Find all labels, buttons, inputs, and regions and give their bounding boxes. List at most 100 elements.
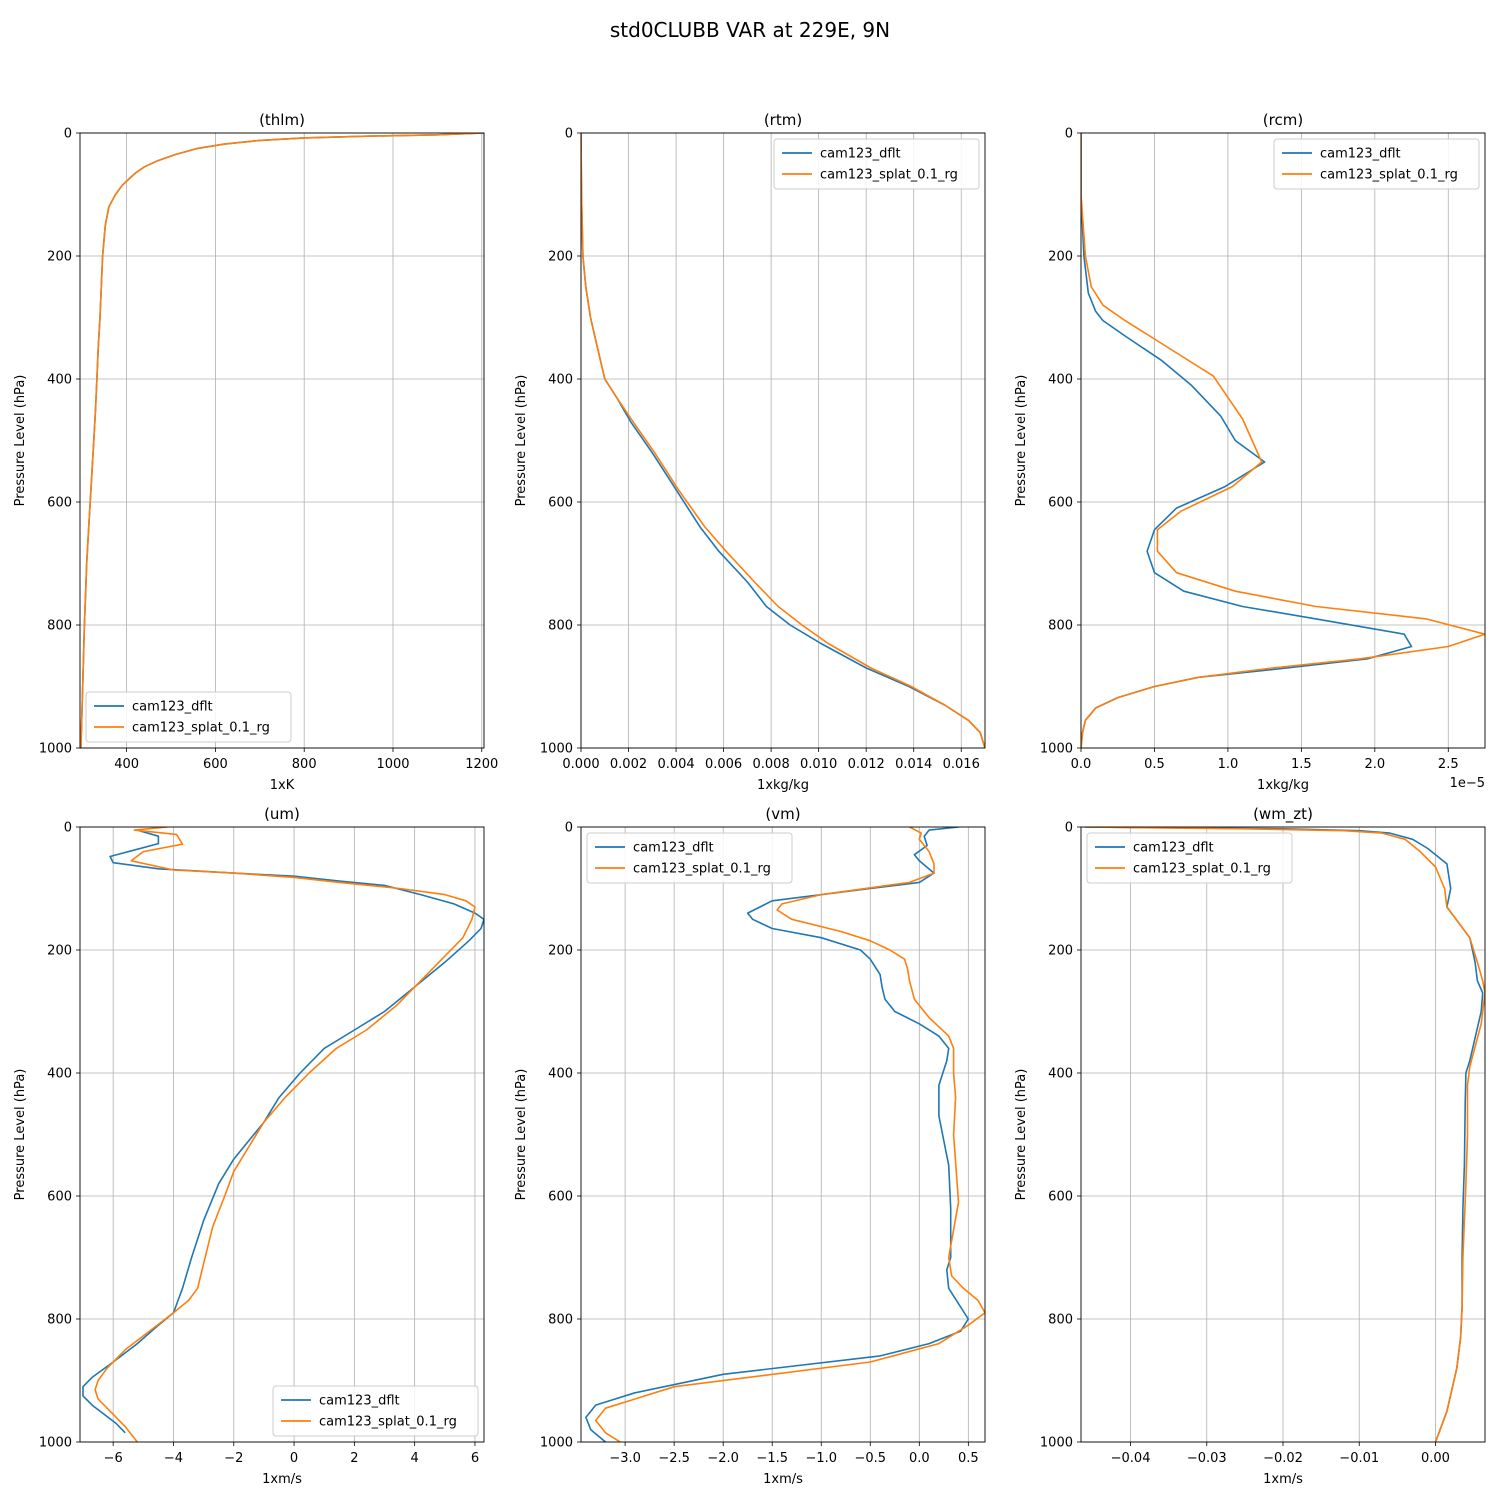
x-tick-label: −4 <box>164 1451 183 1466</box>
y-tick-label: 600 <box>548 1190 573 1205</box>
x-tick-label: −1.5 <box>756 1451 788 1466</box>
y-tick-label: 200 <box>47 250 72 265</box>
legend-label: cam123_splat_0.1_rg <box>1133 862 1271 877</box>
legend-label: cam123_dflt <box>1320 147 1401 162</box>
panel-3: 0.0 0.5 1.0 1.5 2.0 2.5 0 200 400 600 800 1000 (rcm)… <box>1014 111 1486 793</box>
legend-label: cam123_splat_0.1_rg <box>132 721 270 736</box>
x-axis-label: 1xkg/kg <box>757 778 809 793</box>
legend: cam123_dflt cam123_splat_0.1_rg <box>272 1385 479 1437</box>
legend-box <box>85 691 292 743</box>
y-tick-label: 400 <box>1048 1067 1073 1082</box>
x-tick-label: 2.5 <box>1438 757 1459 772</box>
x-tick-label: 1000 <box>376 757 409 772</box>
x-tick-label: 6 <box>471 1451 479 1466</box>
x-tick-label: 0.006 <box>705 757 742 772</box>
y-tick-label: 800 <box>1048 1313 1073 1328</box>
axes-frame <box>580 826 986 1443</box>
x-tick-label: 0.012 <box>848 757 885 772</box>
y-tick-label: 600 <box>47 496 72 511</box>
series-group <box>581 133 985 748</box>
x-tick-label: 0.014 <box>895 757 932 772</box>
series-group <box>585 827 985 1442</box>
y-tick-label: 1000 <box>39 742 72 757</box>
series-line-cam123_dflt <box>585 827 970 1442</box>
y-tick-label: 400 <box>548 1067 573 1082</box>
x-tick-label: 400 <box>114 757 139 772</box>
y-tick-label: 800 <box>47 619 72 634</box>
x-tick-label: 0.5 <box>1144 757 1165 772</box>
x-tick-label: −2.5 <box>658 1451 690 1466</box>
panel-title: (um) <box>264 805 300 823</box>
legend: cam123_dflt cam123_splat_0.1_rg <box>1086 832 1293 884</box>
legend-label: cam123_dflt <box>132 700 213 715</box>
x-tick-label: 0.000 <box>562 757 599 772</box>
y-tick-label: 0 <box>1065 127 1073 142</box>
y-tick-label: 1000 <box>39 1436 72 1451</box>
legend-label: cam123_dflt <box>633 841 714 856</box>
series-line-cam123_splat_0.1_rg <box>80 133 484 748</box>
legend-label: cam123_splat_0.1_rg <box>633 862 771 877</box>
y-tick-label: 0 <box>64 127 72 142</box>
x-tick-label: 0.008 <box>753 757 790 772</box>
series-group <box>80 133 484 748</box>
y-axis-label: Pressure Level (hPa) <box>13 375 28 507</box>
x-tick-label: 800 <box>292 757 317 772</box>
panels: 400 600 800 1000 120002004006008001000(thlm)… <box>13 111 1486 1487</box>
panel-title: (rtm) <box>764 111 802 129</box>
x-axis-label: 1xK <box>270 778 295 793</box>
y-tick-label: 600 <box>548 496 573 511</box>
legend: cam123_dflt cam123_splat_0.1_rg <box>85 691 292 743</box>
y-tick-label: 1000 <box>540 742 573 757</box>
y-tick-label: 0 <box>1065 821 1073 836</box>
y-tick-label: 200 <box>1048 250 1073 265</box>
x-tick-label: 0.016 <box>943 757 980 772</box>
series-line-cam123_splat_0.1_rg <box>1081 133 1485 748</box>
y-tick-label: 0 <box>565 821 573 836</box>
x-tick-label: −3.0 <box>609 1451 641 1466</box>
x-tick-label: −0.01 <box>1339 1451 1379 1466</box>
x-tick-label: 1200 <box>465 757 498 772</box>
x-axis-label: 1xkg/kg <box>1257 778 1309 793</box>
y-tick-label: 1000 <box>1040 742 1073 757</box>
legend-box <box>1086 832 1293 884</box>
x-tick-label: 2 <box>350 1451 358 1466</box>
y-tick-label: 200 <box>1048 944 1073 959</box>
axes-frame <box>79 132 485 749</box>
y-tick-label: 800 <box>47 1313 72 1328</box>
panel-1: 400 600 800 1000 1200 0 200 400 600 800 1000 (thlm)… <box>13 111 498 793</box>
panel-title: (wm_zt) <box>1253 805 1313 824</box>
x-offset-label: 1e−5 <box>1450 776 1485 791</box>
legend: cam123_dflt cam123_splat_0.1_rg <box>773 138 980 190</box>
y-tick-label: 1000 <box>540 1436 573 1451</box>
x-tick-label: 600 <box>203 757 228 772</box>
y-tick-label: 200 <box>548 250 573 265</box>
legend-label: cam123_dflt <box>820 147 901 162</box>
y-axis-label: Pressure Level (hPa) <box>1014 1069 1029 1201</box>
panel-title: (vm) <box>765 805 800 823</box>
legend-box <box>1273 138 1480 190</box>
y-tick-label: 200 <box>548 944 573 959</box>
series-group <box>82 827 484 1442</box>
y-tick-label: 600 <box>47 1190 72 1205</box>
x-tick-label: 0.002 <box>610 757 647 772</box>
legend-label: cam123_dflt <box>1133 841 1214 856</box>
series-line-cam123_splat_0.1_rg <box>594 827 985 1442</box>
panel-2: 0.000 0.002 0.004 0.006 0.008 0.010 0.012 0.014… <box>514 111 986 793</box>
series-line-cam123_splat_0.1_rg <box>1084 827 1485 1442</box>
series-group <box>1084 827 1485 1442</box>
legend-label: cam123_splat_0.1_rg <box>319 1415 457 1430</box>
y-tick-label: 400 <box>47 373 72 388</box>
x-tick-label: 0.0 <box>909 1451 930 1466</box>
x-tick-label: −0.04 <box>1111 1451 1151 1466</box>
y-axis-label: Pressure Level (hPa) <box>514 1069 529 1201</box>
series-line-cam123_splat_0.1_rg <box>581 133 985 748</box>
y-axis-label: Pressure Level (hPa) <box>13 1069 28 1201</box>
y-tick-label: 400 <box>548 373 573 388</box>
legend: cam123_dflt cam123_splat_0.1_rg <box>1273 138 1480 190</box>
legend: cam123_dflt cam123_splat_0.1_rg <box>586 832 793 884</box>
y-tick-label: 1000 <box>1040 1436 1073 1451</box>
y-axis-label: Pressure Level (hPa) <box>514 375 529 507</box>
series-line-cam123_splat_0.1_rg <box>94 827 476 1442</box>
legend-label: cam123_splat_0.1_rg <box>1320 168 1458 183</box>
